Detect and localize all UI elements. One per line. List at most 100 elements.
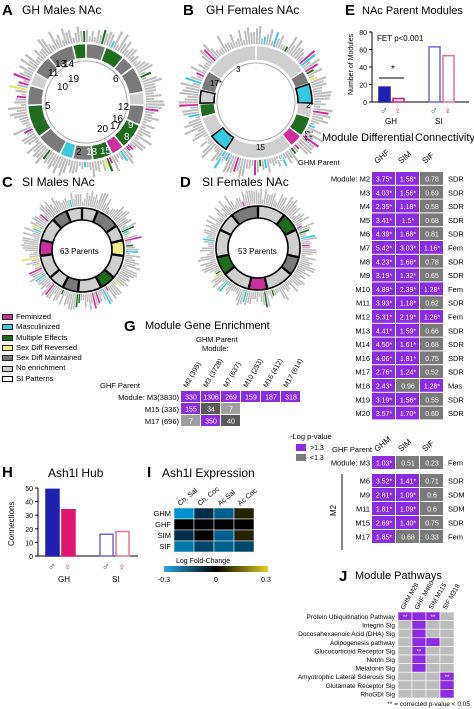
spike-mark	[297, 221, 315, 231]
spike-mark	[125, 244, 134, 247]
spike-mark	[248, 159, 252, 169]
cell-value: 0.65	[425, 273, 439, 280]
spike-mark	[312, 112, 331, 119]
spike-mark	[267, 290, 271, 296]
cell-value: 2.39*	[400, 287, 417, 294]
spike-mark	[123, 232, 131, 236]
spike-mark	[103, 198, 112, 213]
col-header-GHF: GHF	[373, 148, 392, 166]
f2-cell	[372, 530, 395, 543]
cell-value: 0.96	[401, 384, 415, 391]
h-group-si: SI	[112, 575, 120, 584]
j-cell	[439, 663, 455, 673]
spike-mark	[115, 211, 130, 223]
panel-e-bar-chart: 0 20 40 60 80 Number of Modules FET p<0.001 * ♂ ♀…	[348, 30, 469, 126]
spike-mark	[290, 215, 296, 220]
row-label-M3: M3	[360, 188, 370, 197]
i-colorbar-tick: 0.3	[261, 577, 271, 584]
spike-mark	[14, 101, 27, 104]
i-col-header: Ch. Sal	[177, 487, 199, 507]
spike-mark	[39, 279, 51, 291]
spike-mark	[241, 191, 247, 206]
spike-mark	[310, 76, 327, 84]
cell-value: 0.66	[425, 328, 439, 335]
spike-mark	[296, 225, 303, 229]
sex-symbol-0: ♂	[380, 106, 388, 117]
spike-mark	[61, 202, 66, 210]
cell	[372, 365, 395, 378]
spike-mark	[144, 113, 153, 117]
spike-mark	[30, 269, 44, 277]
spike-mark	[309, 76, 318, 82]
connectivity-M12: Fem	[448, 313, 463, 322]
spike-mark	[34, 215, 47, 225]
j-cell	[411, 611, 427, 621]
spike-mark	[288, 207, 298, 217]
spike-mark	[117, 275, 127, 283]
spike-mark	[124, 261, 136, 267]
spike-mark	[119, 150, 129, 162]
spike-mark	[301, 254, 306, 257]
spike-mark	[300, 256, 316, 261]
spike-mark	[252, 291, 255, 300]
spike-mark	[39, 213, 49, 222]
spike-mark	[198, 63, 208, 71]
circos-plot-si-females: 53 Parents	[197, 188, 318, 308]
spike-mark	[144, 85, 156, 91]
spike-mark	[40, 282, 54, 297]
spike-mark	[260, 38, 264, 45]
f2-col-header-GHM: GHM	[373, 434, 393, 453]
panel-h-bar-chart: 0 10 20 30 40 50 Connections ♂ ♀ ♂ ♀ GH SI	[7, 486, 138, 584]
i-cell	[193, 518, 215, 531]
cell	[372, 310, 395, 323]
spike-mark	[85, 192, 89, 207]
h-y-tick-label: 0	[29, 554, 33, 561]
spike-mark	[63, 291, 70, 306]
spike-mark	[75, 161, 79, 173]
spike-mark	[112, 206, 125, 219]
spike-mark	[249, 291, 253, 305]
spike-mark	[298, 265, 315, 274]
spike-mark	[291, 276, 302, 286]
spike-mark	[235, 41, 239, 48]
spike-mark	[30, 221, 44, 230]
cell-value: 3.57*	[376, 411, 393, 418]
legend-item-maintained: Sex Diff Maintained	[2, 353, 82, 363]
j-row-label: RhoGDI Sig	[360, 691, 395, 698]
spike-mark	[182, 88, 199, 94]
g-cell-value: 318	[285, 395, 297, 402]
spike-mark	[20, 104, 27, 107]
cell	[396, 379, 419, 392]
cell-value: 1.28*	[424, 287, 441, 294]
spike-mark	[265, 34, 270, 46]
spike-mark	[136, 62, 150, 72]
spike-mark	[35, 221, 45, 228]
spike-mark	[119, 218, 133, 228]
g-cell	[281, 391, 300, 402]
module-segment	[126, 104, 145, 125]
g-cell	[181, 415, 200, 426]
spike-mark	[24, 53, 40, 66]
spike-mark	[209, 258, 216, 262]
cell-value: 1.56*	[400, 397, 417, 404]
cell	[372, 268, 395, 282]
spike-mark	[125, 254, 141, 258]
spike-mark	[185, 76, 202, 85]
j-cell	[425, 663, 441, 673]
i-cell	[213, 518, 235, 531]
fet-annotation: FET p<0.001	[377, 34, 424, 43]
spike-mark	[256, 291, 258, 303]
circos-label-a-3: 19	[68, 74, 80, 85]
connectivity-M11: SDR	[448, 299, 464, 308]
spike-mark	[224, 204, 232, 214]
panel-letter-e: E	[345, 2, 356, 19]
module-segment	[282, 127, 301, 146]
spike-mark	[145, 97, 155, 100]
spike-mark	[117, 217, 127, 225]
spike-mark	[58, 290, 66, 305]
spike-mark	[61, 39, 66, 47]
h-y-tick-label: 30	[25, 513, 33, 520]
spike-mark	[225, 283, 234, 295]
spike-mark	[265, 291, 271, 308]
spike-mark	[34, 265, 42, 270]
